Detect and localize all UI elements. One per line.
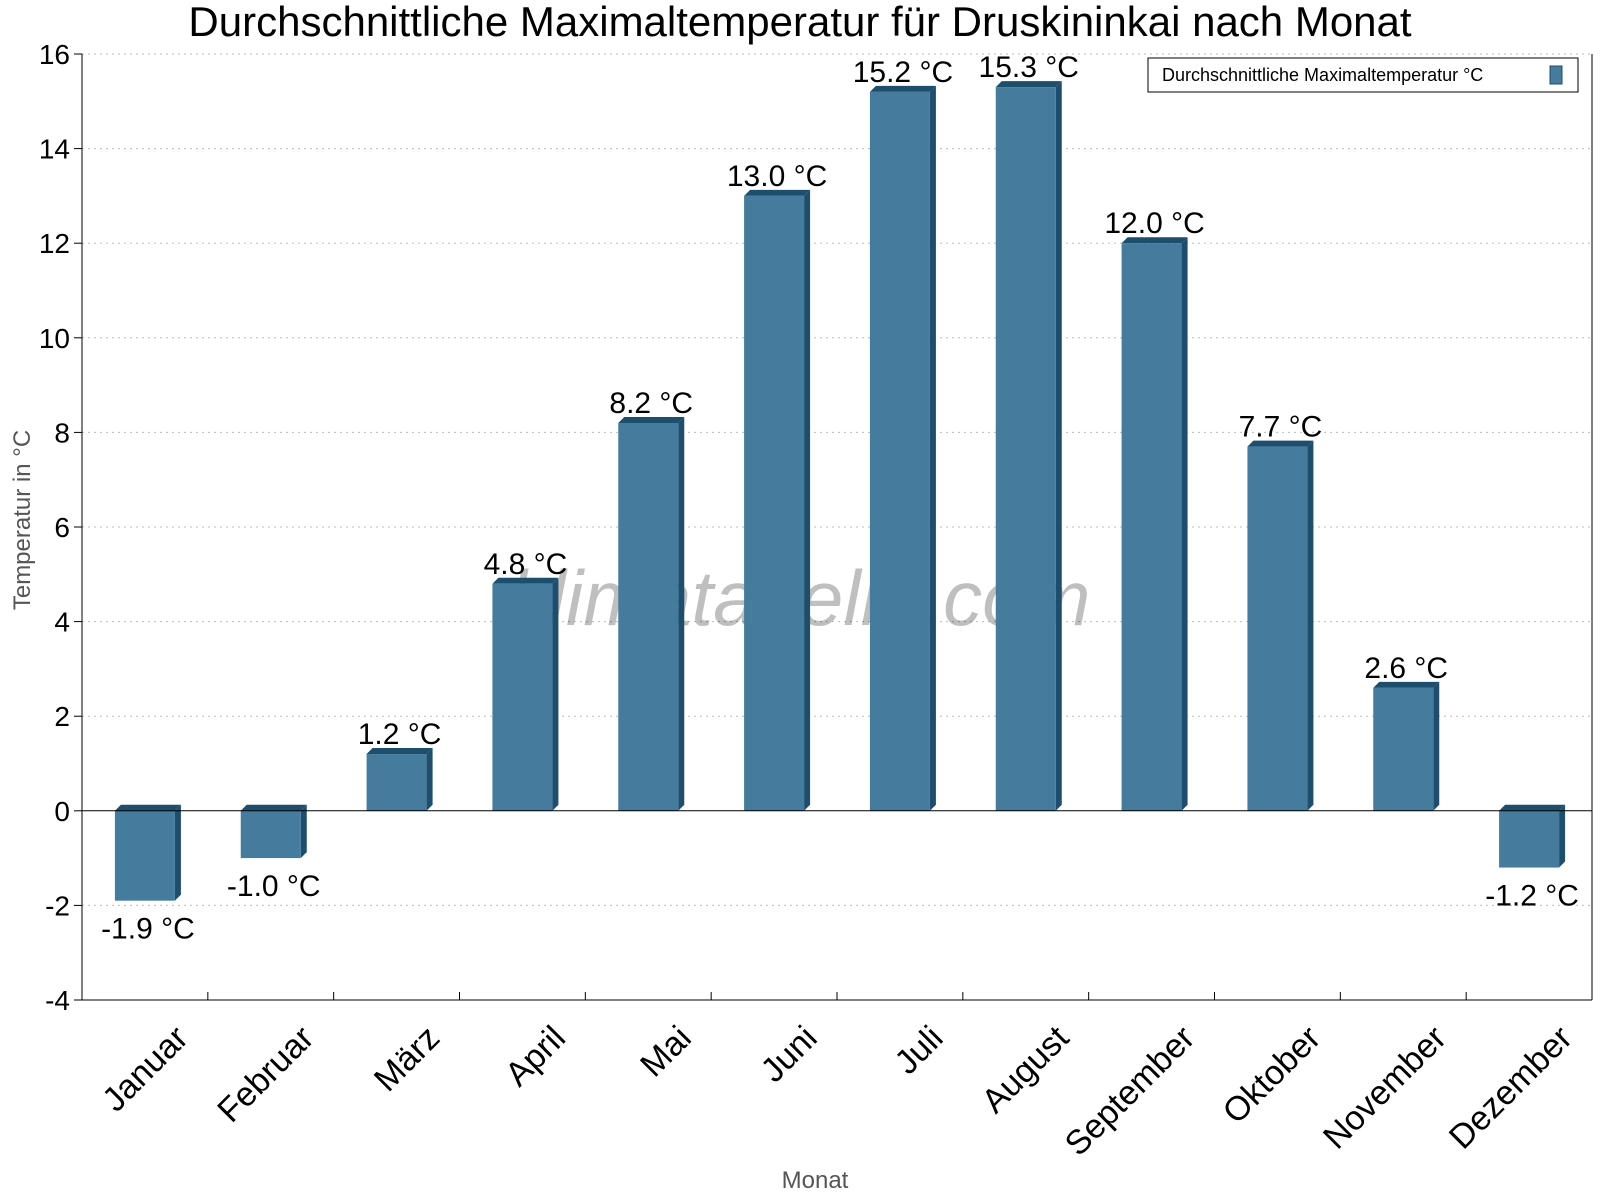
bar-side bbox=[1559, 804, 1566, 868]
bar-side bbox=[1433, 681, 1440, 811]
bar bbox=[995, 81, 1062, 811]
bar-side bbox=[804, 189, 811, 811]
data-label: -1.2 °C bbox=[1485, 880, 1579, 913]
bar bbox=[1373, 681, 1440, 811]
bar-front bbox=[744, 195, 805, 811]
bar-side bbox=[1307, 440, 1314, 811]
bar-front bbox=[1121, 243, 1182, 811]
bar-side bbox=[678, 416, 685, 811]
data-label: 13.0 °C bbox=[727, 160, 827, 193]
y-tick-label: 2 bbox=[54, 701, 70, 732]
bar bbox=[618, 416, 685, 811]
bar-top bbox=[1247, 440, 1314, 447]
bar-side bbox=[552, 577, 559, 811]
bar-top bbox=[1373, 681, 1440, 688]
x-tick-label: Dezember bbox=[1442, 1019, 1580, 1157]
bar bbox=[492, 577, 559, 811]
data-label: -1.9 °C bbox=[101, 913, 195, 946]
bar bbox=[869, 85, 936, 811]
data-label: -1.0 °C bbox=[227, 870, 321, 903]
data-label: 15.3 °C bbox=[979, 51, 1079, 84]
bar-side bbox=[1055, 81, 1062, 811]
bar-top bbox=[618, 416, 685, 423]
x-tick-label: Februar bbox=[210, 1019, 321, 1130]
x-tick-label: November bbox=[1316, 1019, 1454, 1157]
bar-top bbox=[492, 577, 559, 584]
bar-top bbox=[1121, 237, 1188, 244]
x-tick-label: Mai bbox=[633, 1019, 699, 1085]
legend-label: Durchschnittliche Maximaltemperatur °C bbox=[1162, 65, 1483, 85]
data-label: 1.2 °C bbox=[358, 718, 442, 751]
legend-swatch bbox=[1549, 65, 1563, 85]
x-tick-label: April bbox=[498, 1019, 573, 1094]
bar bbox=[240, 804, 307, 859]
y-tick-label: -2 bbox=[45, 890, 70, 921]
bar bbox=[366, 748, 433, 811]
bar bbox=[1121, 237, 1188, 811]
bar bbox=[1247, 440, 1314, 811]
bar-top bbox=[995, 81, 1062, 88]
bar-side bbox=[174, 804, 181, 901]
bar-front bbox=[114, 810, 175, 901]
y-tick-label: 12 bbox=[39, 228, 70, 259]
bar-front bbox=[1247, 446, 1308, 811]
bar-side bbox=[426, 748, 433, 811]
bar-side bbox=[929, 85, 936, 811]
x-tick-label: Oktober bbox=[1216, 1019, 1328, 1131]
data-label: 8.2 °C bbox=[609, 387, 693, 420]
bar bbox=[744, 189, 811, 811]
y-tick-label: 0 bbox=[54, 796, 70, 827]
x-tick-label: Juli bbox=[888, 1019, 951, 1082]
bar-top bbox=[744, 189, 811, 196]
bar-side bbox=[300, 804, 307, 859]
data-labels: -1.9 °C -1.0 °C 1.2 °C 4.8 °C 8.2 °C 13.0 °C 1… bbox=[101, 51, 1579, 946]
bar bbox=[1499, 804, 1566, 868]
x-axis-title: Monat bbox=[782, 1167, 849, 1194]
bar-top bbox=[1499, 804, 1566, 811]
data-label: 2.6 °C bbox=[1364, 652, 1448, 685]
bar-top bbox=[240, 804, 307, 811]
grid bbox=[82, 53, 1592, 1001]
y-tick-label: -4 bbox=[45, 985, 70, 1016]
bar-top bbox=[869, 85, 936, 92]
y-tick-label: 14 bbox=[39, 134, 70, 165]
bar-front bbox=[1499, 810, 1560, 868]
bar-front bbox=[366, 754, 427, 811]
bar-front bbox=[492, 583, 553, 811]
bar-front bbox=[240, 810, 301, 859]
bar-front bbox=[1373, 687, 1434, 811]
chart-title: Durchschnittliche Maximaltemperatur für … bbox=[188, 0, 1411, 45]
data-label: 7.7 °C bbox=[1239, 411, 1323, 444]
y-tick-label: 10 bbox=[39, 323, 70, 354]
bar bbox=[114, 804, 181, 901]
x-tick-label: September bbox=[1058, 1019, 1202, 1163]
data-label: 12.0 °C bbox=[1104, 207, 1204, 240]
bar-front bbox=[995, 87, 1056, 811]
bar-side bbox=[1181, 237, 1188, 811]
y-tick-label: 16 bbox=[39, 39, 70, 70]
bar-top bbox=[366, 748, 433, 755]
x-tick-label: März bbox=[367, 1019, 447, 1099]
y-axis-title: Temperatur in °C bbox=[9, 430, 36, 610]
data-label: 4.8 °C bbox=[484, 548, 568, 581]
bar-top bbox=[114, 804, 181, 811]
legend-box bbox=[1147, 57, 1579, 93]
data-label: 15.2 °C bbox=[853, 56, 953, 89]
x-tick-label: Juni bbox=[754, 1019, 825, 1090]
x-tick-label: Januar bbox=[95, 1019, 195, 1119]
y-tick-label: 4 bbox=[54, 607, 70, 638]
bar-front bbox=[618, 422, 679, 811]
x-tick-label: August bbox=[975, 1018, 1077, 1120]
y-tick-label: 8 bbox=[54, 417, 70, 448]
legend: Durchschnittliche Maximaltemperatur °C bbox=[1147, 57, 1579, 93]
bars bbox=[114, 81, 1566, 901]
bar-front bbox=[869, 91, 930, 811]
y-tick-label: 6 bbox=[54, 512, 70, 543]
